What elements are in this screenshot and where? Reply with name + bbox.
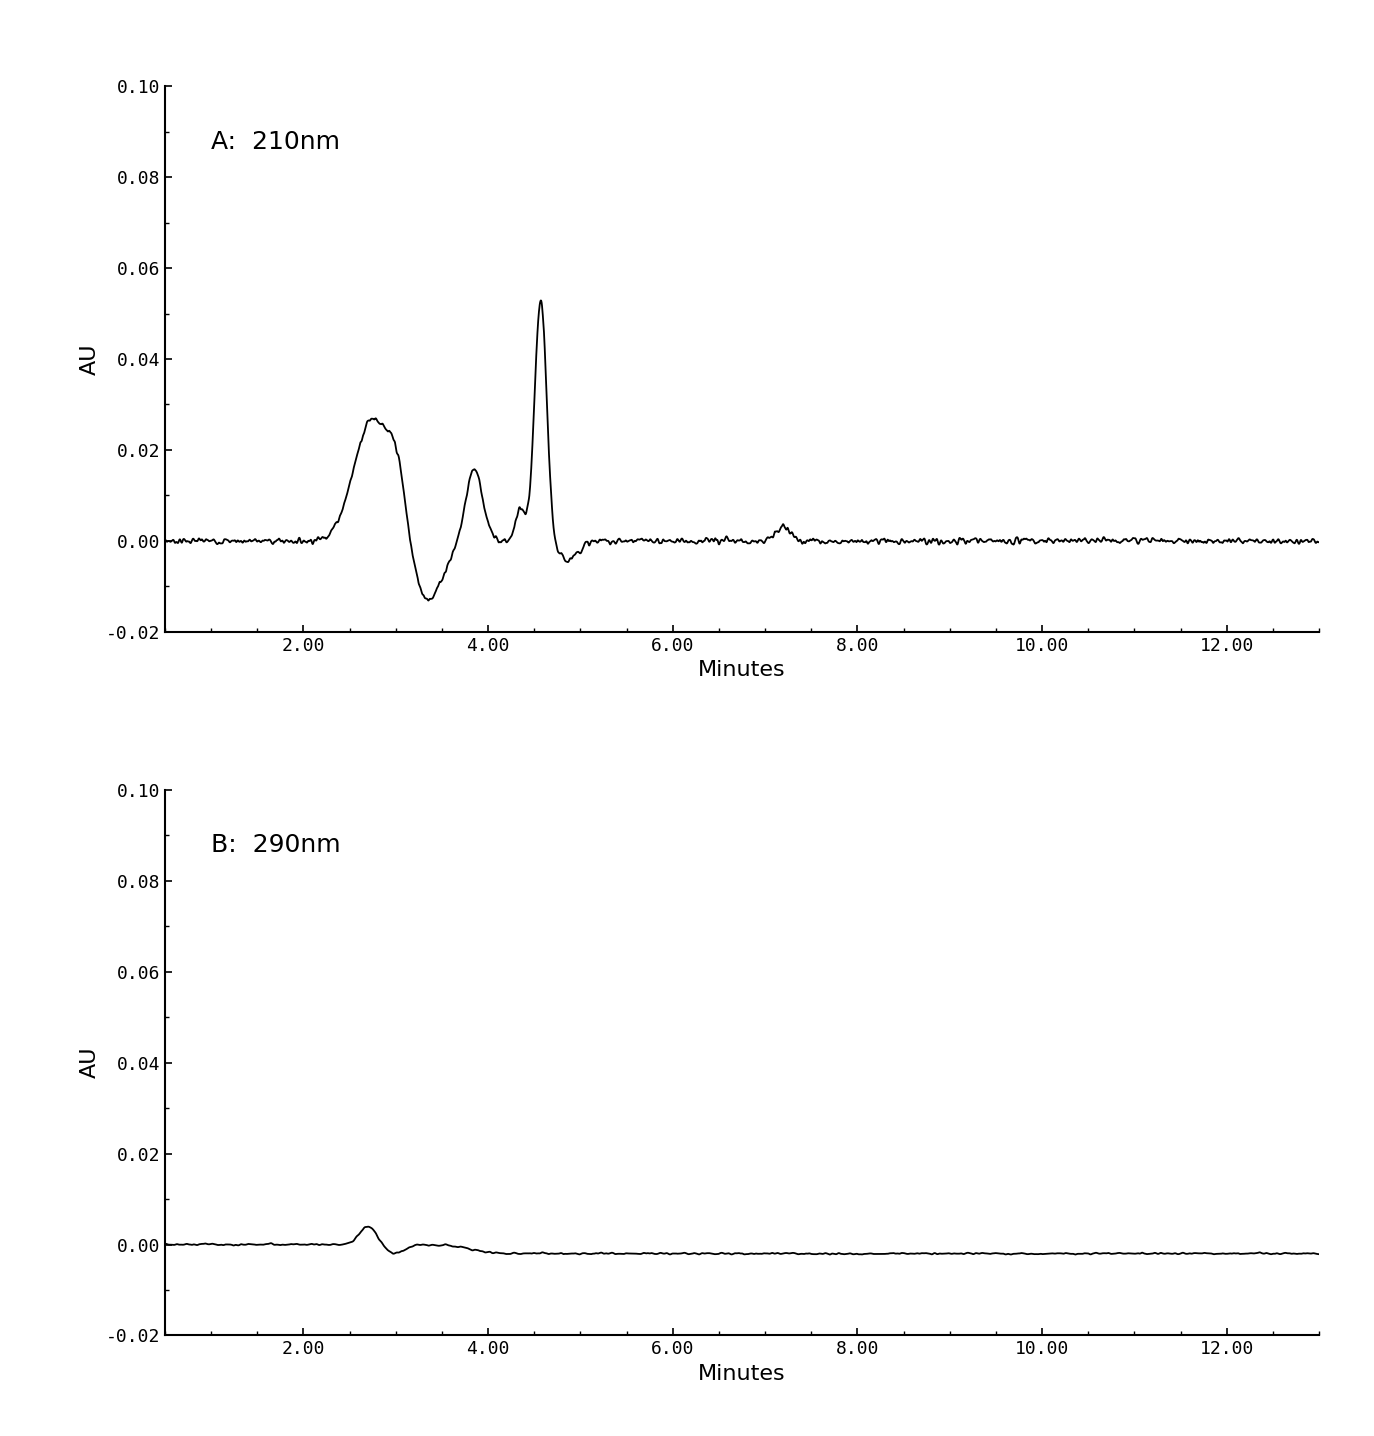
Text: B:  290nm: B: 290nm <box>212 833 341 857</box>
X-axis label: Minutes: Minutes <box>698 661 786 681</box>
X-axis label: Minutes: Minutes <box>698 1364 786 1384</box>
Y-axis label: AU: AU <box>80 1047 100 1078</box>
Y-axis label: AU: AU <box>80 343 100 375</box>
Text: A:  210nm: A: 210nm <box>212 129 339 154</box>
